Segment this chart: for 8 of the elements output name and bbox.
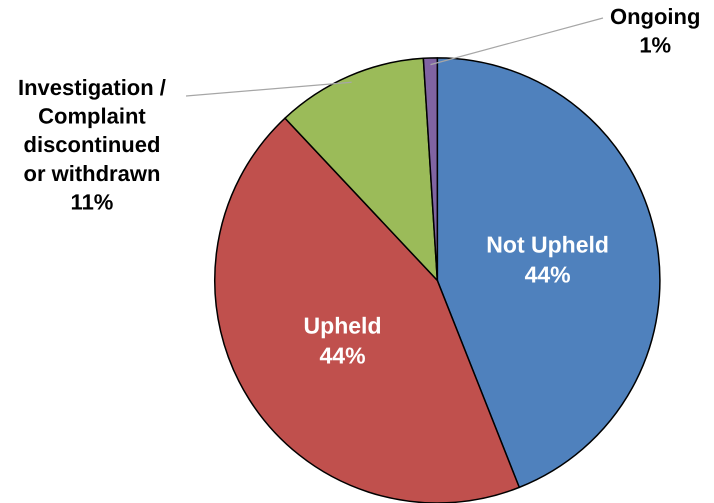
slice-label: Ongoing (610, 4, 700, 29)
slice-label: Not Upheld (486, 231, 609, 258)
data-label: 44% (320, 342, 366, 369)
slice-label: Investigation / Complaint discontinued or withdrawn (18, 75, 166, 186)
data-label: 44% (524, 261, 571, 288)
data-label: 1% (639, 32, 672, 58)
slice-label: Upheld (304, 312, 382, 339)
data-label: 11% (70, 189, 114, 214)
